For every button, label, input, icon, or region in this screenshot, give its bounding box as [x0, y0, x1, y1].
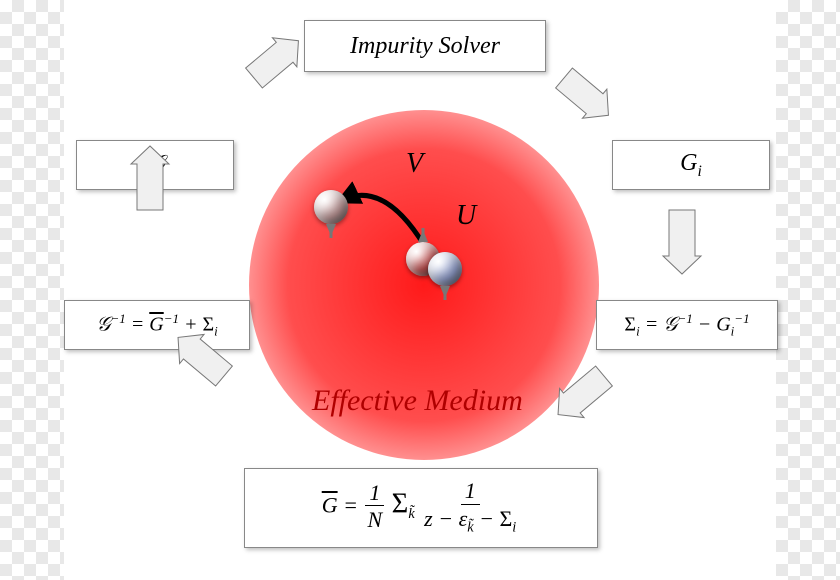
box-impurity-solver: Impurity Solver	[304, 20, 546, 72]
box-Sigma-i-label: Σi = 𝒢−1 − Gi−1	[614, 307, 759, 344]
box-Gcal: 𝒢	[76, 140, 234, 190]
checker-bg-right	[776, 0, 840, 580]
V-label: V	[406, 148, 423, 180]
effective-medium-label: Effective Medium	[312, 384, 523, 418]
site-atom-blue	[428, 252, 462, 286]
arrow-left1-to-top	[242, 26, 311, 92]
arrow-top-to-right	[552, 63, 621, 129]
impurity-atom-left	[314, 190, 348, 224]
box-Gi: Gi	[612, 140, 770, 190]
box-Gbar: G = 1N Σk̃ 1z − εk̃ − Σi	[244, 468, 598, 548]
diagram-canvas: Impurity Solver Gi Σi = 𝒢−1 − Gi−1 𝒢 𝒢−1…	[64, 0, 776, 580]
arrow-right1-to-right2	[663, 210, 701, 274]
box-Gbar-label: G = 1N Σk̃ 1z − εk̃ − Σi	[312, 475, 531, 540]
box-Gcal-inv: 𝒢−1 = G−1 + Σi	[64, 300, 250, 350]
box-Sigma-i: Σi = 𝒢−1 − Gi−1	[596, 300, 778, 350]
box-impurity-solver-label: Impurity Solver	[340, 29, 510, 64]
U-label: U	[456, 200, 476, 232]
checker-bg-left	[0, 0, 64, 580]
box-Gcal-inv-label: 𝒢−1 = G−1 + Σi	[86, 307, 228, 344]
box-Gi-label: Gi	[670, 146, 712, 185]
box-Gcal-label: 𝒢	[136, 146, 175, 185]
